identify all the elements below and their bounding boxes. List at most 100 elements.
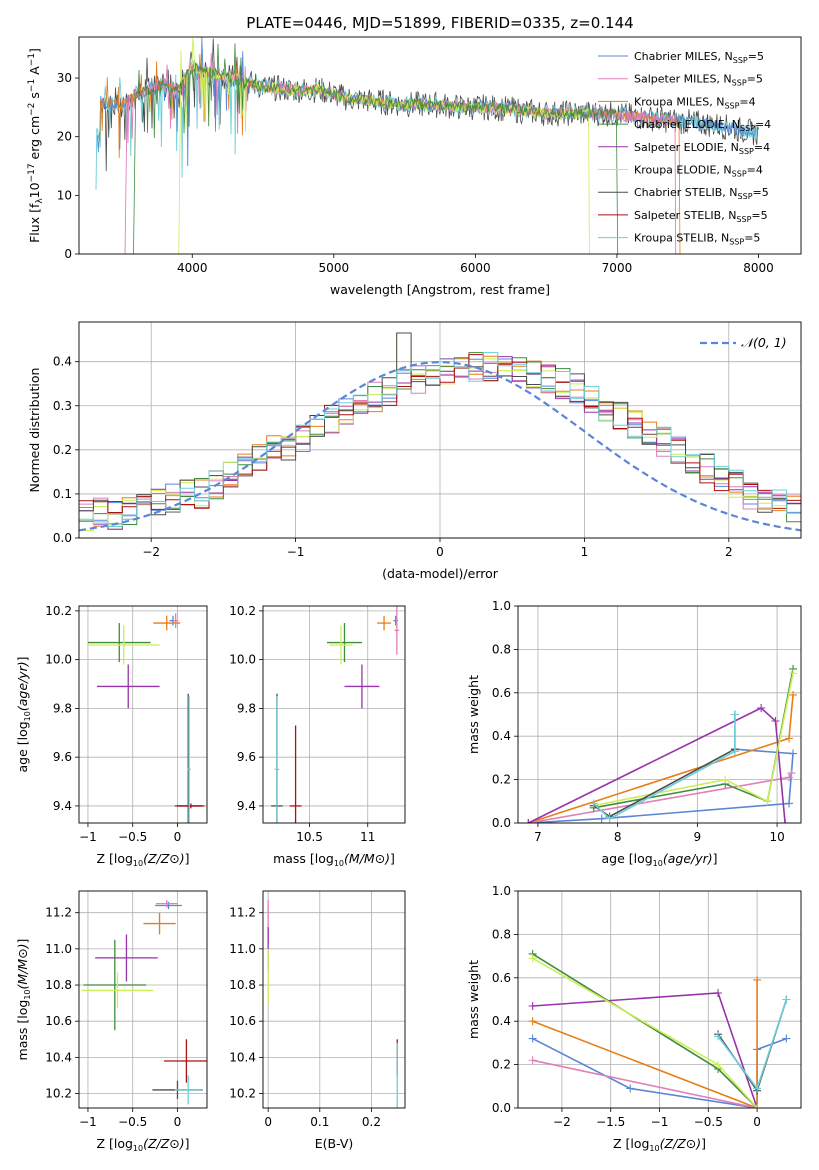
tick-label-x: −1: [79, 830, 97, 844]
y-label-part: ]: [27, 48, 42, 53]
label-part: mass [log: [15, 1000, 30, 1061]
tick-label-y: 10.2: [45, 604, 72, 618]
legend-entry: Salpeter MILES, NSSP=5: [634, 73, 763, 88]
label-part: ]: [713, 851, 718, 866]
label-part: (M/M⊙): [15, 943, 30, 989]
x-axis-label: age [log10(age/yr)]: [601, 851, 717, 868]
weight-marker: [789, 690, 798, 699]
panel-mass_vs_Z: −1 −0.5 010.210.410.610.811.011.2Z [log10(…: [15, 890, 208, 1153]
y-label-part: −1: [27, 53, 37, 66]
legend-text: Salpeter ELODIE, N: [634, 141, 739, 154]
weight-marker: [730, 747, 739, 756]
label-sub: 10: [649, 1144, 659, 1153]
tick-label-y: 0.2: [492, 1058, 511, 1072]
weight-marker: [781, 819, 790, 823]
spectrum-series-1: [95, 50, 758, 190]
tick-label-x: −2: [553, 1115, 571, 1129]
axes-frame: [517, 890, 802, 1109]
legend-sub: SSP: [740, 124, 755, 133]
panel-mass_vs_ebv: 0 0.1 0.2 10.2 10.4 10.6 10.8 11.0 11.2 E(B-V): [229, 890, 406, 1151]
tick-label-y: 9.6: [53, 750, 72, 764]
y-axis-label: Normed distribution: [27, 368, 42, 493]
label-part: Z [log: [613, 1136, 649, 1151]
tick-label-x: −1: [651, 1115, 669, 1129]
tick-label-y: 1.0: [492, 599, 511, 613]
legend-sub: SSP: [733, 56, 748, 65]
weight-series-1: [532, 980, 758, 1108]
label-part: ]: [15, 656, 30, 661]
tick-label-y: 0.2: [53, 443, 72, 457]
legend-text: Kroupa ELODIE, N: [634, 164, 732, 177]
panel-residuals: −2 −1 0 1 2 0.0 0.1 0.2 0.3 0.4 (data-model)/error…: [27, 321, 802, 581]
axes-frame: [78, 36, 802, 255]
weight-marker: [763, 797, 772, 806]
legend-text: =5: [753, 186, 769, 199]
x-axis-label: wavelength [Angstrom, rest frame]: [330, 282, 550, 297]
label-part: Z [log: [96, 1136, 132, 1151]
weight-lines: [524, 664, 798, 823]
x-axis-label: (data-model)/error: [382, 566, 499, 581]
weight-series-7: [593, 714, 736, 820]
tick-label-y: 10.2: [45, 1087, 72, 1101]
tick-label-x: −0.5: [694, 1115, 723, 1129]
tick-label-y: 9.8: [237, 701, 256, 715]
tick-label-x: 5000: [319, 261, 350, 275]
label-sub: 10: [653, 859, 663, 868]
tick-label-y: 0: [64, 247, 72, 261]
tick-label-x: 1: [581, 545, 589, 559]
tick-label-y: 0.4: [53, 355, 72, 369]
legend-entry: Kroupa STELIB, NSSP=5: [634, 232, 760, 247]
weight-series-0: [528, 748, 794, 823]
histograms: [79, 332, 801, 532]
legend-text: Chabrier STELIB, N: [634, 186, 738, 199]
tick-label-y: 0.6: [492, 686, 511, 700]
histogram-series-7: [79, 354, 801, 513]
tick-label-y: 11.2: [229, 906, 256, 920]
weight-marker: [785, 799, 794, 808]
legend-text: =4: [747, 164, 763, 177]
panel-age_vs_Z: −1 −0.5 09.49.69.810.010.2Z [log10(Z/Z⊙)]a…: [15, 604, 208, 868]
tick-label-y: 0.4: [492, 1014, 511, 1028]
y-label-part: −1: [27, 79, 37, 92]
legend-text: =5: [751, 209, 767, 222]
tick-label-x: 0.1: [310, 1115, 329, 1129]
tick-label-y: 10.6: [45, 1014, 72, 1028]
weight-marker: [528, 1056, 537, 1065]
weight-marker: [753, 1104, 762, 1108]
weight-marker: [528, 1017, 537, 1026]
legend-text: Salpeter STELIB, N: [634, 209, 736, 222]
tick-label-y: 10.6: [229, 1014, 256, 1028]
label-part: (Z/Z⊙): [660, 1136, 702, 1151]
legend-text: =5: [744, 232, 760, 245]
legend-entry: Salpeter ELODIE, NSSP=4: [634, 141, 770, 156]
weight-series-5: [532, 957, 758, 1108]
axes-frame: [517, 605, 802, 824]
legend-sub: SSP: [736, 215, 751, 224]
label-sub: 10: [133, 859, 143, 868]
y-label-part: −17: [27, 163, 37, 182]
y-label-part: 10: [27, 182, 42, 198]
tick-label-y: 0.4: [492, 729, 511, 743]
tick-label-y: 11.2: [45, 906, 72, 920]
axes-frame: [262, 605, 406, 824]
x-axis-label: Z [log10(Z/Z⊙)]: [613, 1136, 706, 1153]
weight-marker: [714, 1032, 723, 1041]
y-axis-label: mass weight: [466, 960, 481, 1039]
tick-label-x: 6000: [460, 261, 491, 275]
weight-marker: [771, 717, 780, 726]
legend-sub: SSP: [739, 147, 754, 156]
y-label-part: A: [27, 66, 42, 79]
histogram-series-8: [79, 352, 801, 527]
weight-marker: [528, 1002, 537, 1011]
tick-label-y: 10: [57, 188, 72, 202]
tick-label-y: 9.4: [53, 799, 72, 813]
tick-label-y: 0.2: [492, 773, 511, 787]
axes-frame: [262, 890, 406, 1109]
spectrum-series-6: [133, 43, 619, 254]
weight-marker: [757, 703, 766, 712]
label-part: ]: [701, 1136, 706, 1151]
tick-label-x: 0: [753, 1115, 761, 1129]
tick-label-y: 0.8: [492, 927, 511, 941]
